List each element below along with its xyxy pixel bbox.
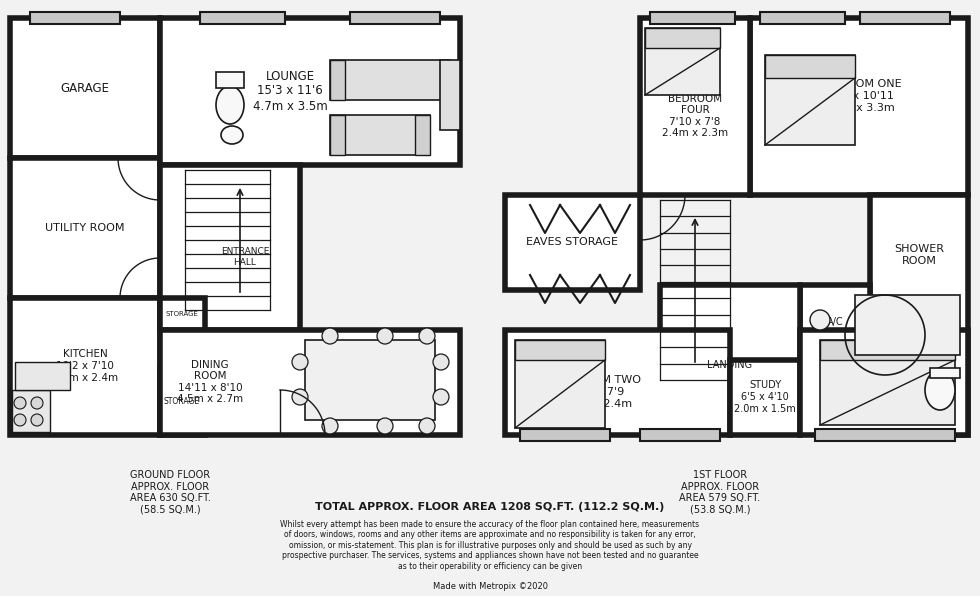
Bar xyxy=(330,60,450,100)
Circle shape xyxy=(433,354,449,370)
Bar xyxy=(800,285,870,360)
Bar xyxy=(515,340,605,360)
Circle shape xyxy=(292,354,308,370)
Text: STUDY
6'5 x 4'10
2.0m x 1.5m: STUDY 6'5 x 4'10 2.0m x 1.5m xyxy=(734,380,796,414)
Text: SHOWER
ROOM: SHOWER ROOM xyxy=(894,244,944,266)
Text: GROUND FLOOR
APPROX. FLOOR
AREA 630 SQ.FT.
(58.5 SQ.M.): GROUND FLOOR APPROX. FLOOR AREA 630 SQ.F… xyxy=(129,470,211,515)
Bar xyxy=(160,18,460,165)
Circle shape xyxy=(14,397,26,409)
Bar xyxy=(765,55,855,78)
Text: STORAGE: STORAGE xyxy=(164,396,200,405)
Bar xyxy=(660,285,800,380)
Bar xyxy=(10,18,160,158)
Circle shape xyxy=(377,328,393,344)
Circle shape xyxy=(377,418,393,434)
Bar xyxy=(820,340,955,360)
Bar xyxy=(160,165,300,330)
Text: STORAGE: STORAGE xyxy=(166,311,198,317)
Bar xyxy=(520,429,610,441)
Text: 1ST FLOOR
APPROX. FLOOR
AREA 579 SQ.FT.
(53.8 SQ.M.): 1ST FLOOR APPROX. FLOOR AREA 579 SQ.FT. … xyxy=(679,470,760,515)
Bar xyxy=(350,12,440,24)
Bar xyxy=(860,12,950,24)
Bar xyxy=(160,298,205,330)
Ellipse shape xyxy=(216,86,244,124)
Bar xyxy=(650,12,735,24)
Circle shape xyxy=(810,310,830,330)
Bar xyxy=(10,298,160,435)
Bar xyxy=(645,28,720,95)
Bar xyxy=(15,362,70,390)
Circle shape xyxy=(433,389,449,405)
Bar xyxy=(305,340,435,420)
Bar xyxy=(505,330,730,435)
Bar xyxy=(160,368,205,435)
Circle shape xyxy=(322,418,338,434)
Bar xyxy=(800,330,968,435)
Bar xyxy=(730,360,800,435)
Bar xyxy=(160,330,460,435)
Circle shape xyxy=(292,389,308,405)
Circle shape xyxy=(322,328,338,344)
Bar xyxy=(10,158,160,298)
Bar xyxy=(760,12,845,24)
Text: EAVES STORAGE: EAVES STORAGE xyxy=(526,237,618,247)
Text: KITCHEN
10'2 x 7'10
3.1m x 2.4m: KITCHEN 10'2 x 7'10 3.1m x 2.4m xyxy=(52,349,118,383)
Text: UTILITY ROOM: UTILITY ROOM xyxy=(45,223,124,233)
Bar xyxy=(330,115,430,155)
Bar xyxy=(440,60,460,130)
Bar xyxy=(815,429,955,441)
Text: BEDROOM TWO
15'4 x 7'9
4.7m x 2.4m: BEDROOM TWO 15'4 x 7'9 4.7m x 2.4m xyxy=(553,375,641,409)
Text: Made with Metropix ©2020: Made with Metropix ©2020 xyxy=(432,582,548,591)
Bar xyxy=(200,12,285,24)
Bar xyxy=(870,195,968,435)
Text: Whilst every attempt has been made to ensure the accuracy of the floor plan cont: Whilst every attempt has been made to en… xyxy=(280,520,700,570)
Bar xyxy=(12,390,50,432)
Text: BEDROOM
FOUR
7'10 x 7'8
2.4m x 2.3m: BEDROOM FOUR 7'10 x 7'8 2.4m x 2.3m xyxy=(662,94,728,138)
Bar xyxy=(515,340,605,428)
Bar xyxy=(640,429,720,441)
Text: GARAGE: GARAGE xyxy=(61,82,110,95)
Circle shape xyxy=(31,414,43,426)
Ellipse shape xyxy=(221,126,243,144)
Bar xyxy=(30,12,120,24)
Text: LANDING: LANDING xyxy=(708,360,753,370)
Circle shape xyxy=(419,418,435,434)
Bar xyxy=(765,55,855,145)
Bar xyxy=(330,115,345,155)
Bar xyxy=(645,28,720,48)
Ellipse shape xyxy=(925,370,955,410)
Bar xyxy=(855,295,960,355)
Text: BEDROOM
THREE
11'1 x 7'9
3.4m x 2.4m: BEDROOM THREE 11'1 x 7'9 3.4m x 2.4m xyxy=(851,359,917,405)
Text: TOTAL APPROX. FLOOR AREA 1208 SQ.FT. (112.2 SQ.M.): TOTAL APPROX. FLOOR AREA 1208 SQ.FT. (11… xyxy=(316,502,664,512)
Bar xyxy=(415,115,430,155)
Bar xyxy=(640,18,750,195)
Bar xyxy=(930,368,960,378)
Circle shape xyxy=(419,328,435,344)
Bar xyxy=(216,72,244,88)
Text: ENTRANCE
HALL: ENTRANCE HALL xyxy=(220,247,270,266)
Bar xyxy=(330,60,345,100)
Bar xyxy=(750,18,968,195)
Text: LOUNGE
15'3 x 11'6
4.7m x 3.5m: LOUNGE 15'3 x 11'6 4.7m x 3.5m xyxy=(253,70,327,113)
Text: DINING
ROOM
14'11 x 8'10
4.5m x 2.7m: DINING ROOM 14'11 x 8'10 4.5m x 2.7m xyxy=(177,359,243,405)
Circle shape xyxy=(31,397,43,409)
Bar xyxy=(505,195,640,290)
Text: BEDROOM ONE
11'1 x 10'11
3.4m x 3.3m: BEDROOM ONE 11'1 x 10'11 3.4m x 3.3m xyxy=(816,79,902,113)
Circle shape xyxy=(14,414,26,426)
Bar xyxy=(820,340,955,425)
Text: A/C: A/C xyxy=(827,317,844,327)
